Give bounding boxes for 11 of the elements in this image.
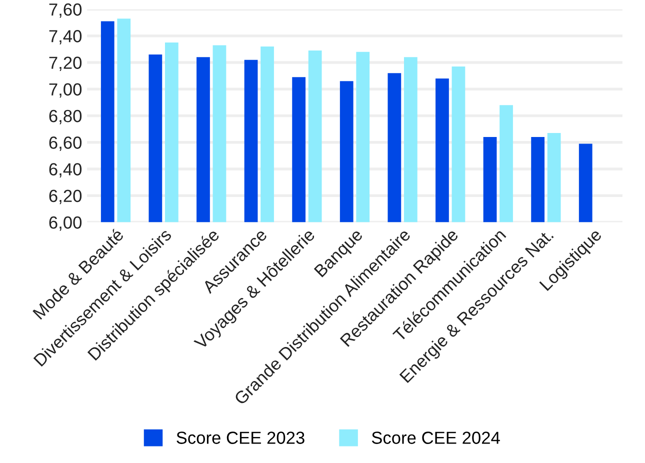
y-tick-label: 6,20 <box>49 190 82 204</box>
y-tick-label: 7,00 <box>49 83 82 98</box>
y-tick-label: 6,00 <box>49 216 82 231</box>
legend-label: Score CEE 2023 <box>176 432 304 444</box>
y-tick-label: 6,40 <box>49 163 82 178</box>
y-tick-label: 7,60 <box>49 3 82 18</box>
legend-label: Score CEE 2024 <box>372 432 500 444</box>
y-tick-label: 6,60 <box>49 136 82 151</box>
y-tick-label: 7,40 <box>49 30 82 44</box>
y-tick-label: 7,20 <box>49 56 82 72</box>
y-tick-label: 6,80 <box>49 110 82 124</box>
